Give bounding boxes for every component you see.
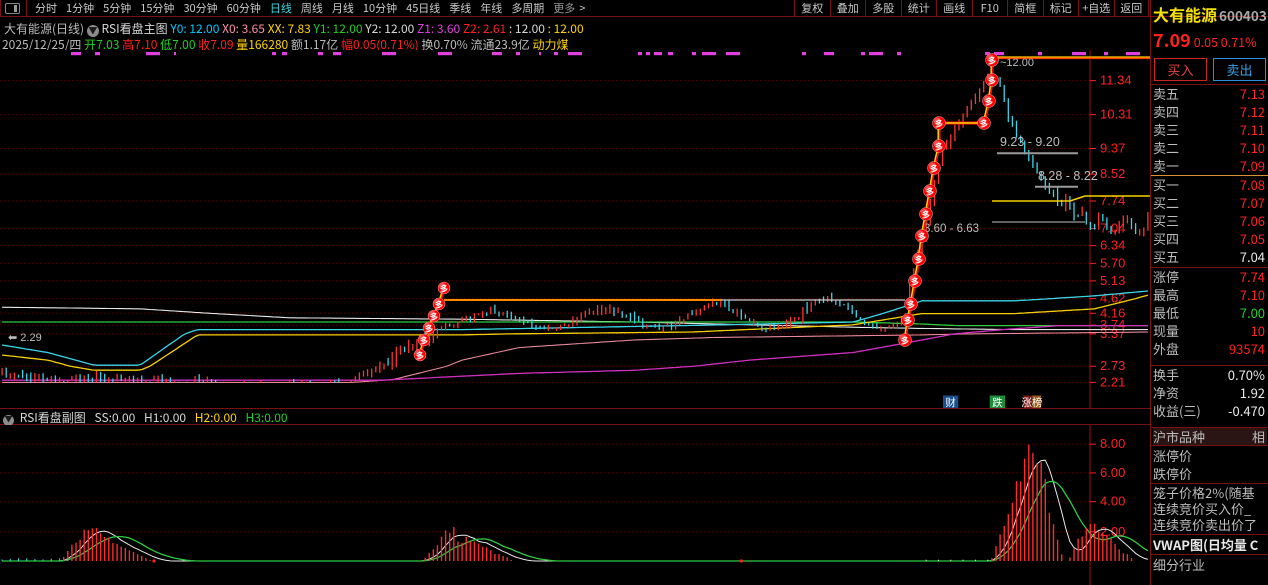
svg-text:11.34: 11.34 bbox=[1100, 73, 1132, 88]
svg-text:8.28 - 8.22: 8.28 - 8.22 bbox=[1038, 169, 1098, 183]
svg-text:9.37: 9.37 bbox=[1100, 141, 1125, 156]
svg-text:多: 多 bbox=[980, 117, 988, 129]
svg-text:涨榜: 涨榜 bbox=[1022, 395, 1043, 408]
svg-text:8.52: 8.52 bbox=[1100, 166, 1125, 181]
svg-text:多: 多 bbox=[985, 95, 993, 107]
svg-text:多: 多 bbox=[926, 185, 934, 197]
svg-text:多: 多 bbox=[988, 74, 996, 86]
svg-text:多: 多 bbox=[425, 322, 433, 334]
svg-text:⬅ 2.29: ⬅ 2.29 bbox=[8, 332, 42, 344]
svg-text:~12.00: ~12.00 bbox=[1000, 57, 1034, 69]
svg-text:9.23 - 9.20: 9.23 - 9.20 bbox=[1000, 135, 1060, 149]
svg-text:多: 多 bbox=[915, 253, 923, 265]
svg-text:跌: 跌 bbox=[992, 395, 1003, 408]
svg-text:多: 多 bbox=[440, 282, 448, 294]
svg-text:多: 多 bbox=[911, 275, 919, 287]
svg-text:财: 财 bbox=[945, 395, 956, 408]
svg-text:多: 多 bbox=[435, 298, 443, 310]
svg-text:多: 多 bbox=[988, 54, 996, 66]
svg-text:多: 多 bbox=[907, 298, 915, 310]
svg-text:多: 多 bbox=[430, 310, 438, 322]
svg-text:4.00: 4.00 bbox=[1100, 494, 1125, 509]
svg-text:多: 多 bbox=[420, 334, 428, 346]
svg-text:6.34: 6.34 bbox=[1100, 238, 1125, 253]
svg-text:多: 多 bbox=[930, 162, 938, 174]
svg-text:3.37: 3.37 bbox=[1100, 326, 1125, 341]
svg-text:6.00: 6.00 bbox=[1100, 465, 1125, 480]
svg-text:多: 多 bbox=[935, 140, 943, 152]
svg-text:多: 多 bbox=[918, 230, 926, 242]
svg-text:8.00: 8.00 bbox=[1100, 436, 1125, 451]
svg-text:2.21: 2.21 bbox=[1100, 374, 1125, 389]
svg-text:10.31: 10.31 bbox=[1100, 107, 1133, 122]
svg-text:7.04: 7.04 bbox=[1100, 221, 1125, 236]
svg-text:5.13: 5.13 bbox=[1100, 273, 1125, 288]
svg-text:3.60 - 6.63: 3.60 - 6.63 bbox=[924, 223, 979, 235]
svg-text:多: 多 bbox=[901, 334, 909, 346]
svg-text:多: 多 bbox=[935, 117, 943, 129]
svg-text:多: 多 bbox=[922, 208, 930, 220]
svg-text:多: 多 bbox=[904, 314, 912, 326]
svg-text:5.70: 5.70 bbox=[1100, 255, 1125, 270]
svg-text:多: 多 bbox=[416, 349, 424, 361]
svg-text:2.73: 2.73 bbox=[1100, 358, 1125, 373]
